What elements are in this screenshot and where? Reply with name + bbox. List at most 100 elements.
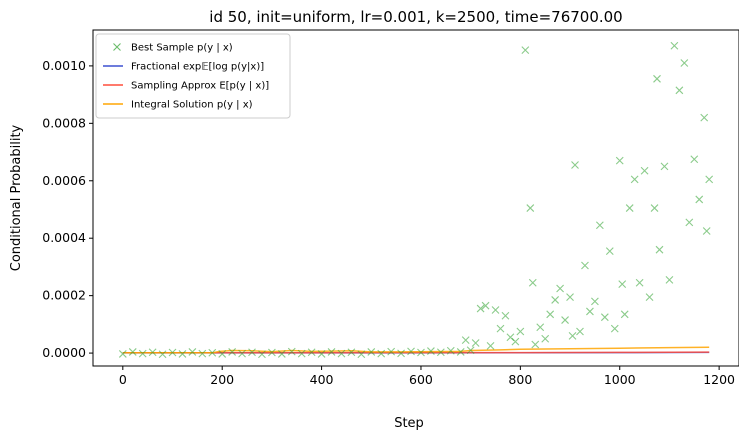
scatter-point — [581, 261, 589, 270]
scatter-point — [615, 156, 624, 165]
scatter-point — [618, 280, 627, 289]
scatter-point — [595, 221, 604, 230]
legend-marker — [113, 43, 121, 51]
scatter-point — [188, 348, 197, 356]
scatter-point — [138, 349, 147, 358]
axis-ticks: 0 200 400 600 800 1000 1200 0.0000 0.0002 0.0004 0… — [42, 58, 735, 387]
scatter-point — [178, 350, 187, 358]
scatter-point — [705, 175, 714, 184]
scatter-point — [168, 348, 177, 357]
scatter-point — [541, 334, 550, 343]
scatter-point — [377, 349, 386, 358]
scatter-point — [258, 350, 266, 359]
x-tick-label: 0 — [119, 372, 127, 387]
scatter-point — [635, 278, 644, 287]
scatter-point — [287, 347, 296, 356]
legend: Best Sample p(y | x) Fractional exp𝔼[log … — [95, 33, 291, 119]
x-tick-label: 200 — [210, 372, 234, 387]
y-tick-label: 0.0006 — [42, 173, 86, 188]
scatter-point — [128, 348, 137, 356]
scatter-point — [208, 348, 217, 357]
scatter-point — [337, 349, 346, 358]
scatter-point — [327, 348, 336, 356]
scatter-point — [566, 293, 574, 301]
scatter-point — [675, 86, 684, 95]
scatter-point — [690, 155, 699, 164]
scatter-point — [501, 311, 510, 320]
scatter-point — [660, 162, 669, 171]
scatter-point — [521, 46, 530, 54]
scatter-point — [531, 340, 540, 349]
scatter-point — [670, 41, 679, 50]
scatter-point — [516, 327, 525, 336]
scatter-point — [158, 350, 167, 359]
scatter-point — [653, 74, 661, 83]
scatter-point — [556, 284, 564, 293]
scatter-point — [665, 275, 674, 284]
x-tick-label: 1200 — [703, 372, 735, 387]
scatter-point — [118, 350, 127, 358]
scatter-point — [630, 175, 639, 184]
scatter-point — [600, 313, 609, 322]
scatter-point — [446, 346, 455, 355]
scatter-point — [436, 348, 445, 357]
y-tick-label: 0.0010 — [42, 58, 86, 73]
scatter-point — [268, 348, 276, 357]
scatter-point — [397, 349, 405, 358]
scatter-point — [148, 348, 157, 357]
scatter-point — [536, 323, 545, 332]
scatter-point — [610, 324, 619, 333]
scatter-point — [486, 342, 495, 350]
x-tick-label: 400 — [310, 372, 334, 387]
scatter-point — [481, 301, 490, 310]
scatter-point — [248, 348, 256, 357]
scatter-point — [407, 347, 415, 356]
legend-box — [95, 33, 291, 119]
scatter-point — [685, 218, 694, 227]
scatter-point — [591, 297, 599, 306]
scatter-point — [297, 349, 306, 358]
scatter-point — [546, 310, 555, 319]
series-line-2 — [122, 351, 710, 354]
scatter-point — [357, 350, 366, 359]
legend-label: Best Sample p(y | x) — [131, 43, 233, 54]
legend-label: Integral Solution p(y | x) — [131, 100, 253, 111]
legend-label: Sampling Approx E[p(y | x)] — [131, 81, 269, 92]
scatter-point — [695, 195, 704, 204]
x-axis-label: Step — [394, 416, 424, 431]
scatter-point — [571, 161, 579, 169]
plot-area — [118, 41, 714, 359]
scatter-point — [277, 350, 286, 358]
scatter-point — [476, 304, 485, 313]
scatter-point — [568, 331, 577, 340]
scatter-point — [491, 306, 500, 314]
scatter-point — [466, 346, 475, 355]
scatter-point — [655, 245, 664, 254]
scatter-point — [605, 247, 614, 256]
scatter-point — [367, 348, 376, 356]
scatter-point — [576, 327, 584, 336]
y-tick-label: 0.0004 — [42, 230, 86, 245]
scatter-point — [218, 350, 227, 358]
y-axis-label: Conditional Probability — [9, 124, 24, 271]
chart-title: id 50, init=uniform, lr=0.001, k=2500, t… — [209, 8, 622, 26]
scatter-point — [307, 348, 316, 357]
scatter-point — [700, 113, 709, 122]
scatter-point — [650, 204, 659, 212]
scatter-point — [461, 336, 470, 345]
x-tick-label: 600 — [409, 372, 433, 387]
scatter-point — [620, 310, 629, 319]
scatter-point — [528, 278, 537, 287]
y-tick-label: 0.0002 — [42, 288, 86, 303]
scatter-point — [417, 348, 425, 357]
scatter-point — [238, 349, 246, 358]
y-tick-label: 0.0000 — [42, 345, 86, 360]
scatter-point — [586, 307, 594, 316]
scatter-point — [680, 59, 689, 67]
legend-label: Fractional exp𝔼[log p(y|x)] — [131, 62, 264, 73]
x-tick-label: 1000 — [604, 372, 636, 387]
scatter-point — [702, 227, 711, 235]
scatter-point — [198, 349, 207, 358]
scatter-point — [511, 337, 520, 346]
